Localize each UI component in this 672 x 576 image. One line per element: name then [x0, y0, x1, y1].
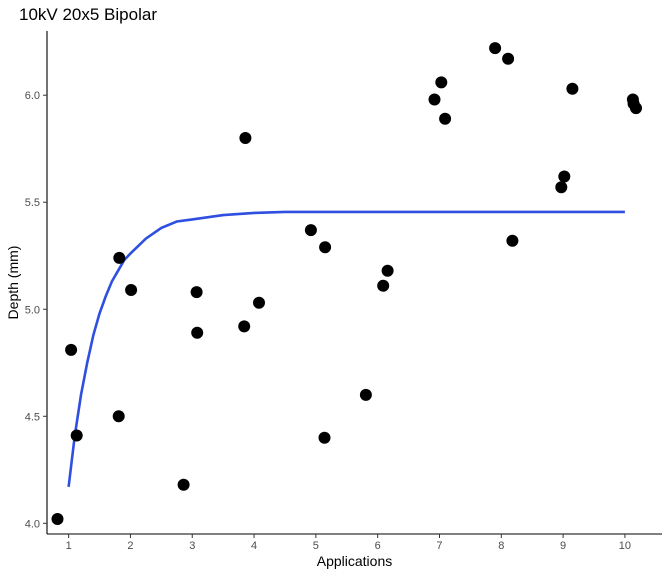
data-point: [191, 326, 204, 339]
data-point: [566, 82, 579, 95]
x-tick-label: 9: [560, 540, 566, 552]
y-tick-label: 5.0: [25, 304, 40, 316]
data-point: [359, 388, 372, 401]
y-tick-label: 5.5: [25, 197, 40, 209]
data-point: [428, 93, 441, 106]
x-tick-label: 1: [66, 540, 72, 552]
data-point: [177, 478, 190, 491]
axes: 1 2 3 4 5 6 7 8 9 10 4.0 4.5 5.0 5.5 6.0: [25, 31, 662, 552]
data-point: [558, 170, 571, 183]
data-point: [555, 181, 568, 194]
data-point: [381, 264, 394, 277]
data-point: [239, 132, 252, 144]
chart-title: 10kV 20x5 Bipolar: [19, 5, 157, 24]
x-axis-title: Applications: [317, 553, 393, 569]
data-point: [630, 102, 642, 115]
data-point: [70, 429, 83, 442]
points-layer: [51, 42, 642, 525]
data-point: [304, 224, 317, 237]
x-tick-label: 7: [436, 540, 442, 552]
x-tick-label: 4: [251, 540, 257, 552]
x-tick-label: 2: [127, 540, 133, 552]
y-axis-title: Depth (mm): [5, 246, 21, 320]
x-tick-label: 6: [375, 540, 381, 552]
data-point: [112, 410, 125, 423]
y-tick-label: 4.0: [25, 518, 40, 530]
data-point: [506, 234, 519, 247]
data-point: [377, 279, 390, 292]
x-tick-label: 5: [313, 540, 319, 552]
x-tick-label: 3: [189, 540, 195, 552]
y-tick-label: 6.0: [25, 90, 40, 102]
data-point: [318, 431, 331, 444]
x-tick-label: 8: [498, 540, 504, 552]
data-point: [435, 76, 448, 89]
data-point: [489, 42, 502, 55]
y-tick-label: 4.5: [25, 411, 40, 423]
data-point: [253, 296, 265, 309]
data-point: [190, 286, 203, 299]
data-point: [125, 284, 138, 296]
data-point: [51, 513, 64, 525]
fit-curve-layer: [67, 210, 625, 488]
data-point: [65, 343, 78, 356]
fit-curve: [67, 210, 625, 488]
data-point: [113, 251, 126, 264]
data-point: [439, 112, 452, 125]
data-point: [319, 241, 332, 254]
data-point: [502, 52, 515, 65]
data-point: [238, 320, 251, 333]
x-tick-label: 10: [619, 540, 631, 552]
